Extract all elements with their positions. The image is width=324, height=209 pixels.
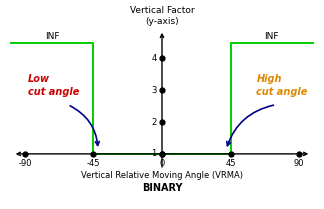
Text: 3: 3 [151,86,157,95]
Text: 4: 4 [151,54,157,63]
Text: Vertical Factor
(y-axis): Vertical Factor (y-axis) [130,6,194,26]
Text: High
cut angle: High cut angle [256,74,308,97]
Text: 1: 1 [151,149,157,158]
Text: 45: 45 [225,159,236,168]
Text: Low
cut angle: Low cut angle [28,74,79,97]
Text: -45: -45 [87,159,100,168]
Text: 90: 90 [294,159,304,168]
Text: -90: -90 [18,159,32,168]
Text: BINARY: BINARY [142,183,182,193]
Text: 2: 2 [151,118,157,127]
Text: INF: INF [45,32,60,41]
Text: 0: 0 [159,159,165,168]
Text: Vertical Relative Moving Angle (VRMA): Vertical Relative Moving Angle (VRMA) [81,171,243,180]
Text: INF: INF [264,32,279,41]
